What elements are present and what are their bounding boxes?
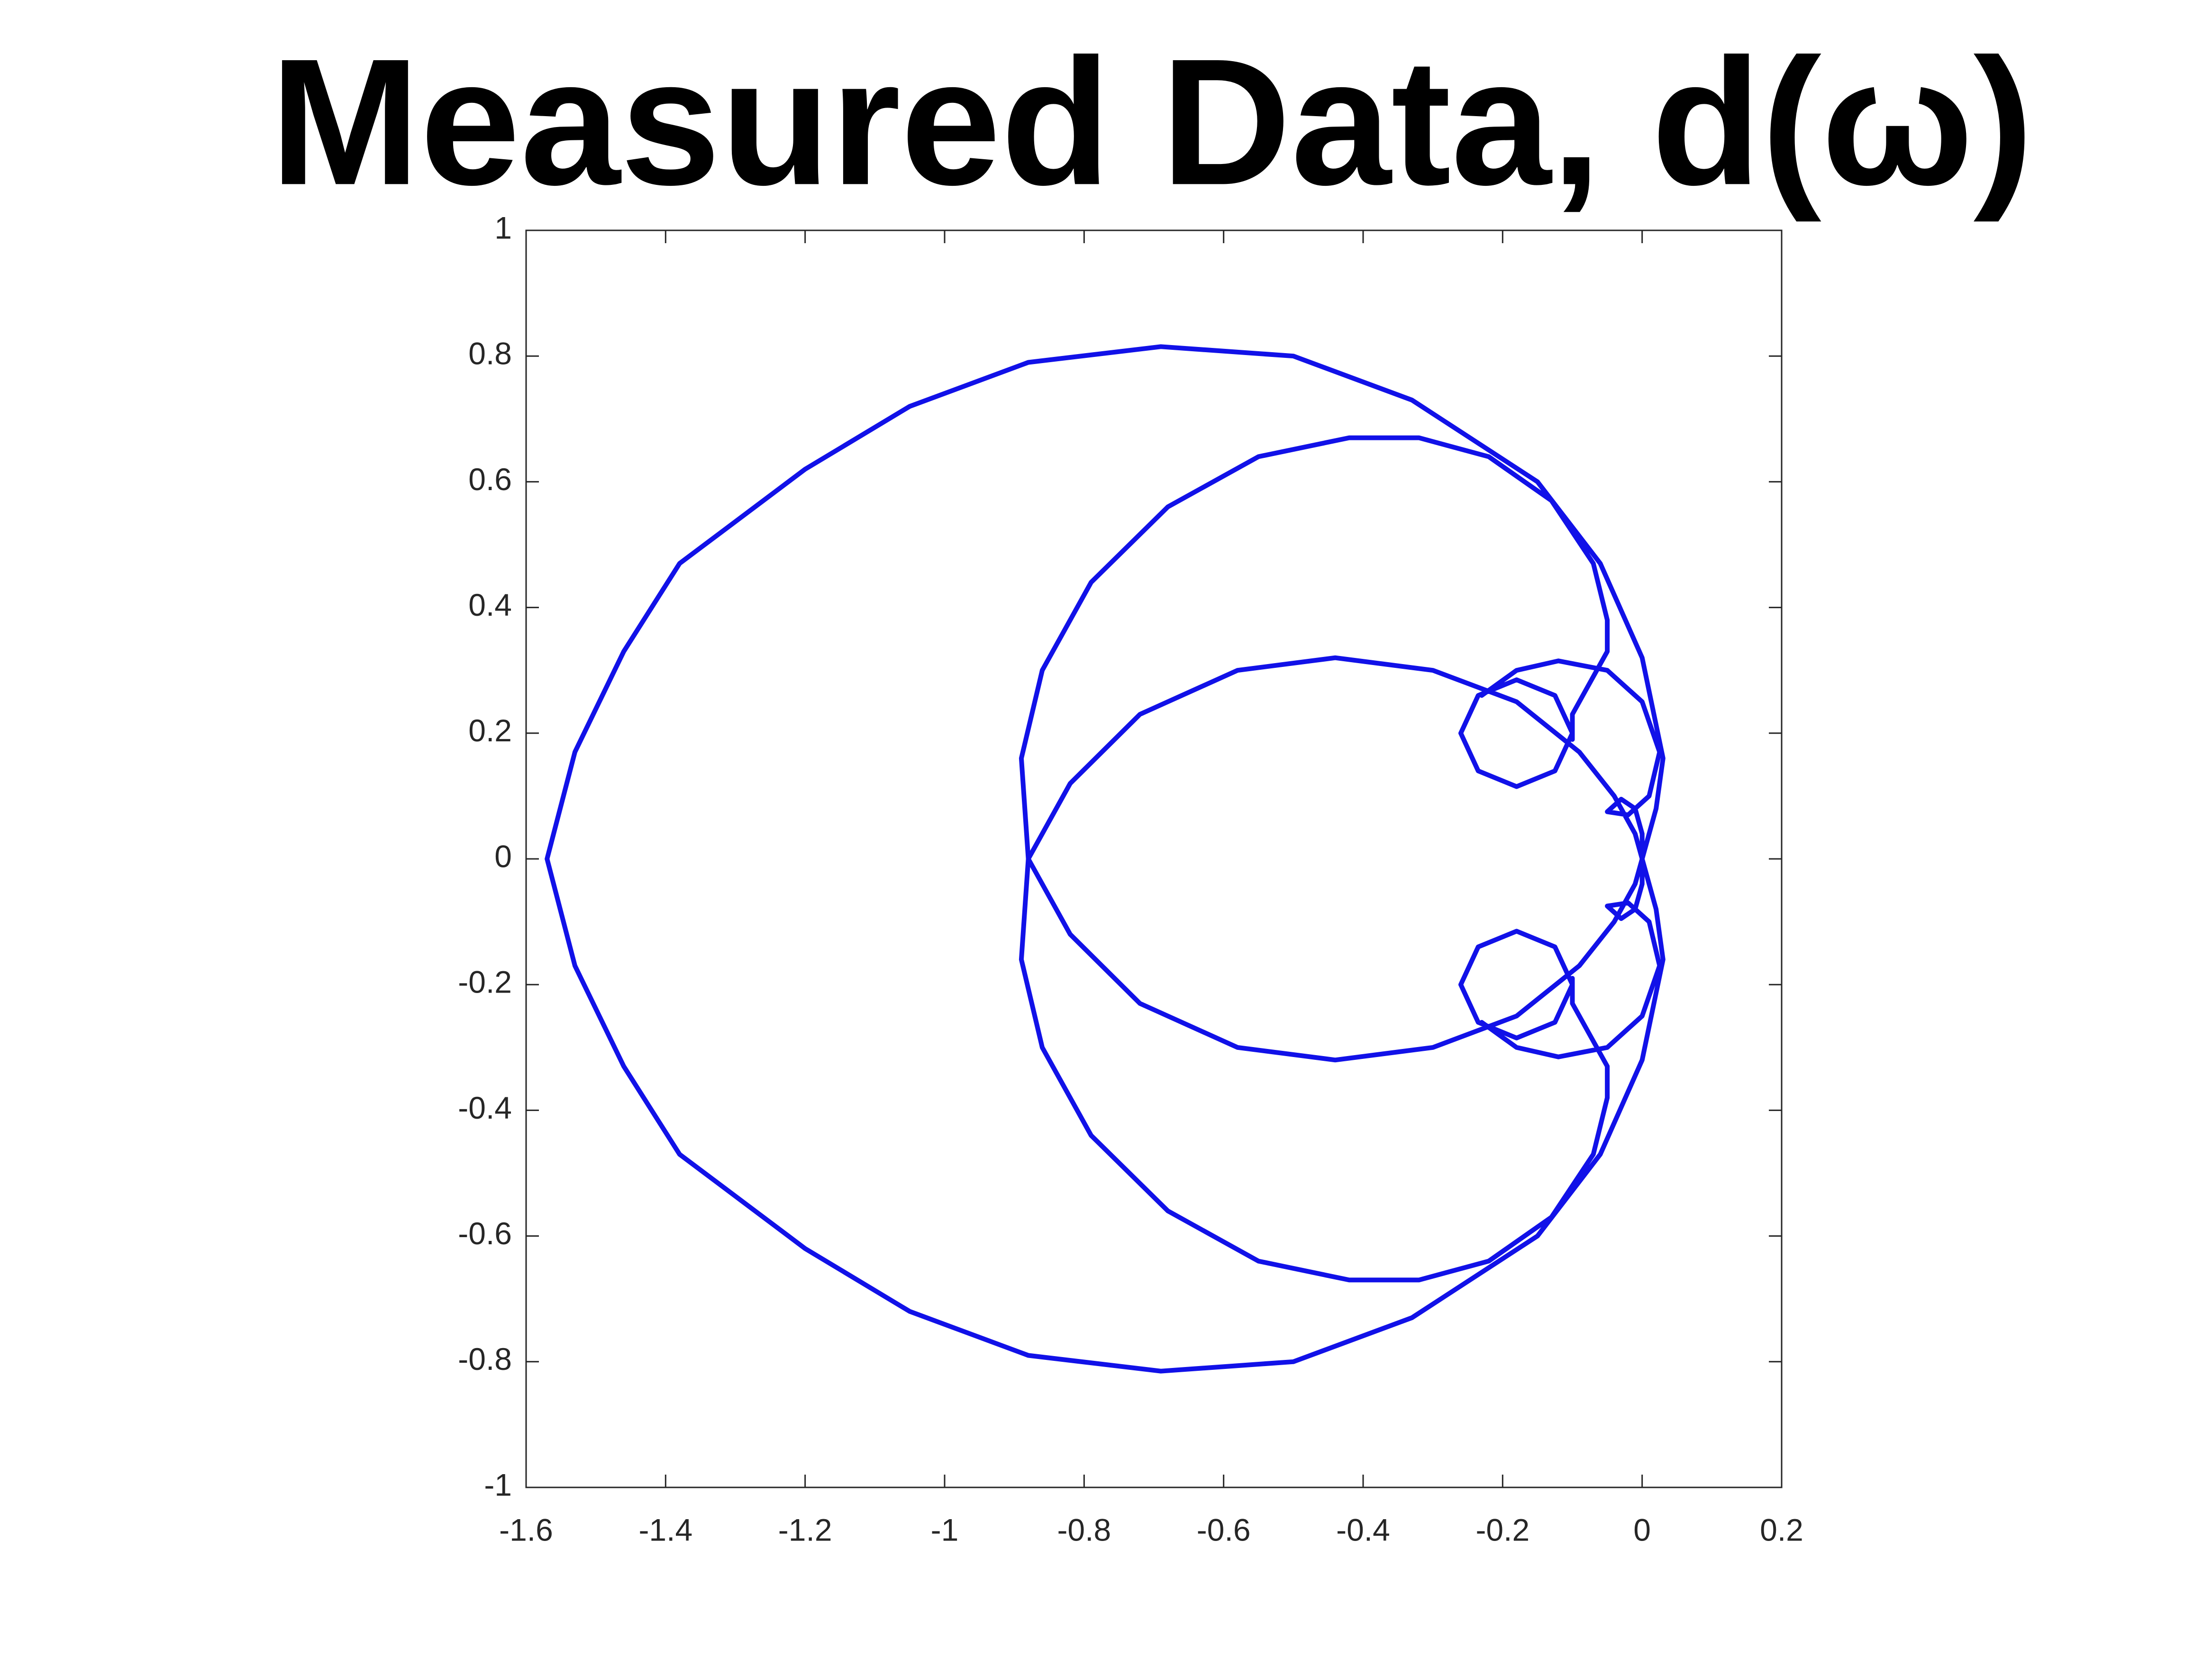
y-tick-label: 0.4 [468,587,512,622]
x-tick-label: -0.6 [1197,1512,1251,1547]
x-tick-label: -1.2 [778,1512,832,1547]
y-tick-label: 1 [494,210,512,245]
x-tick-label: -1.6 [499,1512,553,1547]
y-tick-label: 0 [494,839,512,874]
x-tick-label: -0.8 [1057,1512,1111,1547]
y-tick-label: 0.2 [468,713,512,748]
plot-area [525,229,1783,1488]
y-tick-label: 0.6 [468,462,512,497]
x-tick-label: -0.2 [1475,1512,1529,1547]
data-line [545,344,1666,1374]
y-tick-label: -0.8 [458,1341,512,1376]
y-tick-label: -0.4 [458,1090,512,1125]
y-tick-label: -0.2 [458,965,512,1000]
x-tick-label: -1.4 [638,1512,692,1547]
y-tick-label: 0.8 [468,336,512,371]
y-tick-label: -0.6 [458,1216,512,1251]
x-tick-label: -0.4 [1336,1512,1390,1547]
x-tick-label: 0.2 [1760,1512,1803,1547]
chart-title: Measured Data, d(ω) [270,21,2034,223]
y-tick-label: -1 [484,1467,512,1502]
x-tick-label: -1 [931,1512,959,1547]
x-tick-label: 0 [1633,1512,1651,1547]
